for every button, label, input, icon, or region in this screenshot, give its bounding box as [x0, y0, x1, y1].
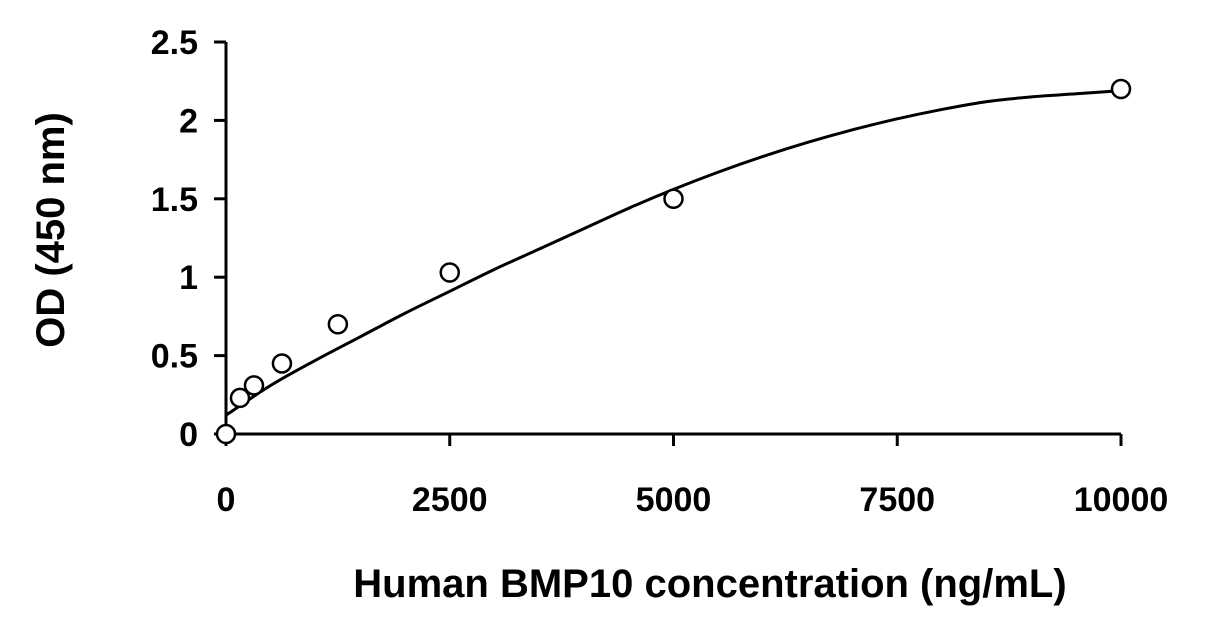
x-tick-label: 2500: [412, 481, 488, 519]
x-tick-label: 10000: [1074, 481, 1169, 519]
fit-curve-line: [225, 89, 1122, 417]
x-tick-label: 0: [217, 481, 236, 519]
data-point: [327, 313, 349, 335]
x-axis-title: Human BMP10 concentration (ng/mL): [353, 562, 1066, 606]
y-tick-label: 1: [179, 259, 198, 297]
y-axis-ticks: 0 0.5 1 1.5 2 2.5: [151, 24, 226, 454]
data-points-layer: [215, 78, 1132, 445]
y-tick-label: 0.5: [151, 338, 198, 376]
y-tick-label: 2.5: [151, 24, 198, 62]
x-tick-label: 7500: [859, 481, 935, 519]
y-tick-label: 1.5: [151, 181, 198, 219]
y-tick-label: 0: [179, 416, 198, 454]
y-axis-title: OD (450 nm): [29, 112, 73, 348]
data-point: [439, 262, 460, 283]
fit-curve-layer: [225, 89, 1122, 417]
data-point: [229, 387, 251, 409]
data-point: [271, 353, 293, 374]
data-point: [1110, 78, 1132, 100]
data-point: [215, 423, 237, 445]
data-point: [243, 375, 265, 396]
data-point: [663, 188, 684, 210]
x-axis-ticks: 0 2500 5000 7500 10000: [217, 434, 1169, 519]
x-tick-label: 5000: [636, 481, 712, 519]
y-tick-label: 2: [179, 102, 198, 140]
